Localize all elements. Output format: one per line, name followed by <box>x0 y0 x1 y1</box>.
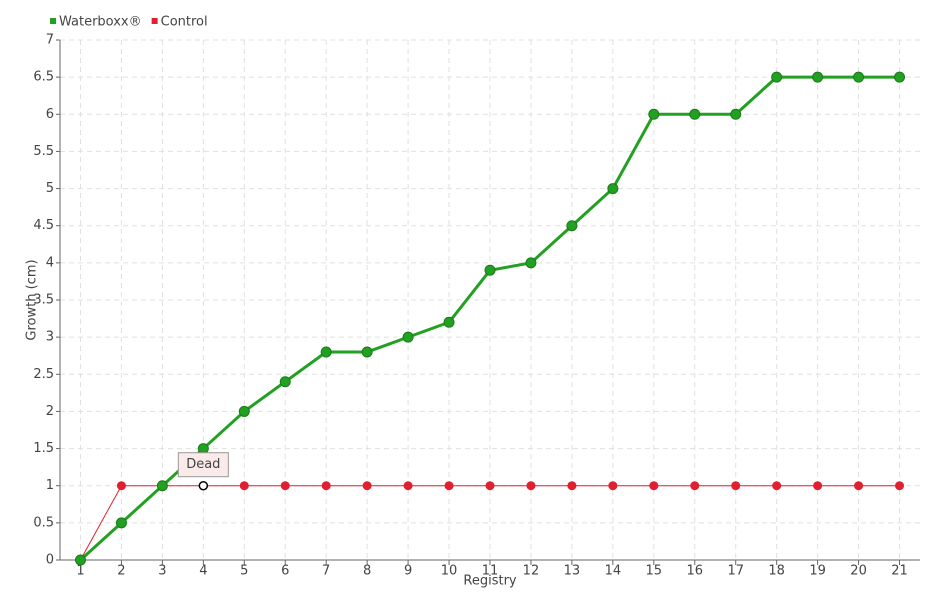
data-point <box>320 346 332 358</box>
data-point <box>443 316 455 328</box>
y-tick-label: 2 <box>46 404 54 419</box>
data-point <box>731 481 741 491</box>
x-tick-label: 20 <box>850 564 867 579</box>
y-tick-label: 7 <box>46 33 54 48</box>
data-point <box>484 264 496 276</box>
x-tick-label: 17 <box>727 564 744 579</box>
legend-swatch <box>50 18 56 24</box>
y-tick-label: 3.5 <box>33 293 54 308</box>
x-tick-label: 14 <box>605 564 622 579</box>
data-point <box>279 376 291 388</box>
x-tick-label: 18 <box>768 564 785 579</box>
x-tick-label: 12 <box>523 564 540 579</box>
y-tick-label: 0 <box>46 553 54 568</box>
y-tick-label: 1 <box>46 478 54 493</box>
y-tick-label: 5 <box>46 181 54 196</box>
x-tick-label: 9 <box>404 564 412 579</box>
data-point <box>813 481 823 491</box>
y-tick-label: 4 <box>46 255 54 270</box>
data-point <box>649 481 659 491</box>
data-point <box>402 331 414 343</box>
y-tick-label: 6.5 <box>33 70 54 85</box>
y-tick-label: 4.5 <box>33 218 54 233</box>
x-tick-label: 8 <box>363 564 371 579</box>
data-point <box>238 405 250 417</box>
y-tick-label: 6 <box>46 107 54 122</box>
x-tick-label: 5 <box>240 564 248 579</box>
data-point <box>198 480 209 491</box>
data-point <box>525 257 537 269</box>
data-point <box>526 481 536 491</box>
x-tick-label: 10 <box>441 564 458 579</box>
data-point <box>812 71 824 83</box>
y-tick-label: 1.5 <box>33 441 54 456</box>
annotation-box <box>177 452 229 478</box>
x-tick-label: 15 <box>646 564 663 579</box>
data-point <box>116 481 126 491</box>
data-point <box>730 108 742 120</box>
x-axis-label: Registry <box>463 574 517 589</box>
data-point <box>197 443 209 455</box>
data-point <box>362 481 372 491</box>
x-tick-label: 1 <box>76 564 84 579</box>
legend-swatch <box>151 18 158 24</box>
data-point <box>895 481 905 491</box>
data-point <box>321 481 331 491</box>
data-point <box>156 480 168 492</box>
x-tick-label: 2 <box>117 564 125 579</box>
data-point <box>239 481 249 491</box>
y-tick-label: 2.5 <box>33 367 54 382</box>
data-point <box>403 481 413 491</box>
y-tick-label: 3 <box>46 330 54 345</box>
x-tick-label: 6 <box>281 564 289 579</box>
data-point <box>690 481 700 491</box>
data-point <box>444 481 454 491</box>
x-tick-label: 21 <box>891 564 908 579</box>
data-point <box>894 71 906 83</box>
data-point <box>566 220 578 232</box>
x-tick-label: 4 <box>199 564 207 579</box>
x-tick-label: 13 <box>564 564 581 579</box>
data-point <box>280 481 290 491</box>
data-point <box>567 481 577 491</box>
legend-label: Waterboxx® <box>59 15 142 30</box>
x-tick-label: 7 <box>322 564 330 579</box>
y-tick-label: 0.5 <box>33 515 54 530</box>
data-point <box>115 517 127 529</box>
data-point <box>689 108 701 120</box>
x-tick-label: 11 <box>482 564 499 579</box>
data-point <box>771 71 783 83</box>
data-point <box>853 71 865 83</box>
data-point <box>854 481 864 491</box>
x-tick-label: 3 <box>158 564 166 579</box>
annotation: Dead <box>186 457 220 472</box>
data-point <box>361 346 373 358</box>
x-tick-label: 19 <box>809 564 826 579</box>
data-point <box>485 481 495 491</box>
data-point <box>648 108 660 120</box>
x-tick-label: 16 <box>686 564 703 579</box>
y-tick-label: 5.5 <box>33 144 54 159</box>
data-point <box>772 481 782 491</box>
legend-label: Control <box>161 15 208 30</box>
y-axis-label: Growth (cm) <box>25 259 40 340</box>
data-point <box>608 481 618 491</box>
data-point <box>607 183 619 195</box>
data-point <box>74 554 86 566</box>
